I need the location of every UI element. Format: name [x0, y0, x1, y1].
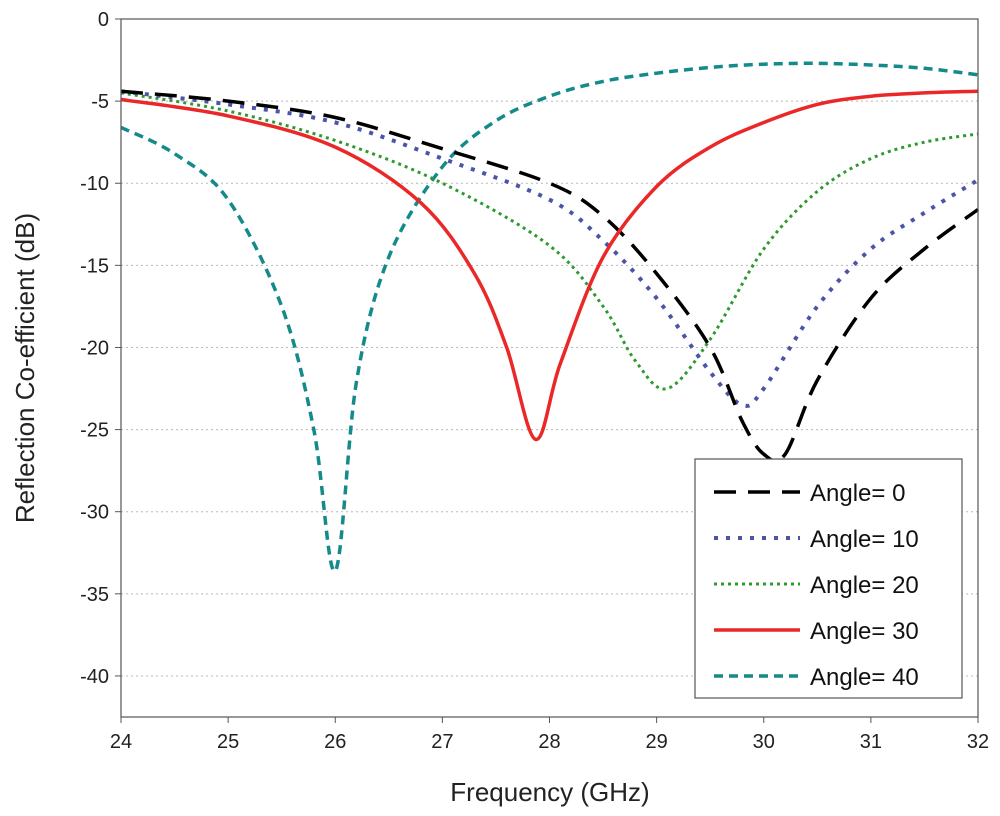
y-tick-label: -20	[80, 337, 109, 359]
x-tick-label: 29	[646, 731, 668, 753]
series-line-angle-10	[120, 89, 980, 408]
x-tick-label: 32	[967, 731, 989, 753]
series-line-angle-20	[120, 91, 979, 391]
legend-box	[694, 458, 963, 699]
y-tick-label: -30	[80, 502, 109, 524]
series-line-angle-0	[120, 89, 980, 463]
y-tick-label: -35	[80, 584, 109, 606]
y-tick-label: -25	[80, 420, 109, 442]
y-tick-label: -15	[80, 255, 109, 277]
legend-label: Angle= 20	[810, 572, 919, 599]
x-tick-label: 28	[538, 731, 560, 753]
series-line-angle-30	[120, 89, 979, 442]
x-tick-label: 27	[431, 731, 453, 753]
legend: Angle= 0 Angle= 10 Angle= 20 Angle= 30 Angle…	[694, 458, 963, 699]
y-axis-title: Reflection Co-efficient (dB)	[10, 213, 40, 523]
legend-items: Angle= 0 Angle= 10 Angle= 20 Angle= 30 Angle…	[714, 480, 919, 691]
y-tick-label: -10	[80, 173, 109, 195]
x-tick-label: 24	[110, 731, 132, 753]
series-line-angle-40	[120, 61, 979, 573]
x-tick-label: 25	[217, 731, 239, 753]
y-tick-label: -5	[91, 91, 109, 113]
legend-label: Angle= 30	[810, 618, 919, 645]
series-layer	[120, 61, 980, 573]
legend-label: Angle= 40	[810, 664, 919, 691]
x-axis-title: Frequency (GHz)	[450, 777, 649, 807]
tick-layer: 0 -5 -10 -15 -20 -25 -30 -35 -40 24 25 26 27 28 29 30 31…	[80, 9, 989, 753]
legend-label: Angle= 10	[810, 526, 919, 553]
y-tick-label: -40	[80, 666, 109, 688]
x-tick-label: 30	[753, 731, 775, 753]
x-tick-label: 31	[860, 731, 882, 753]
x-tick-label: 26	[324, 731, 346, 753]
y-tick-label: 0	[98, 9, 109, 31]
legend-label: Angle= 0	[810, 480, 905, 507]
